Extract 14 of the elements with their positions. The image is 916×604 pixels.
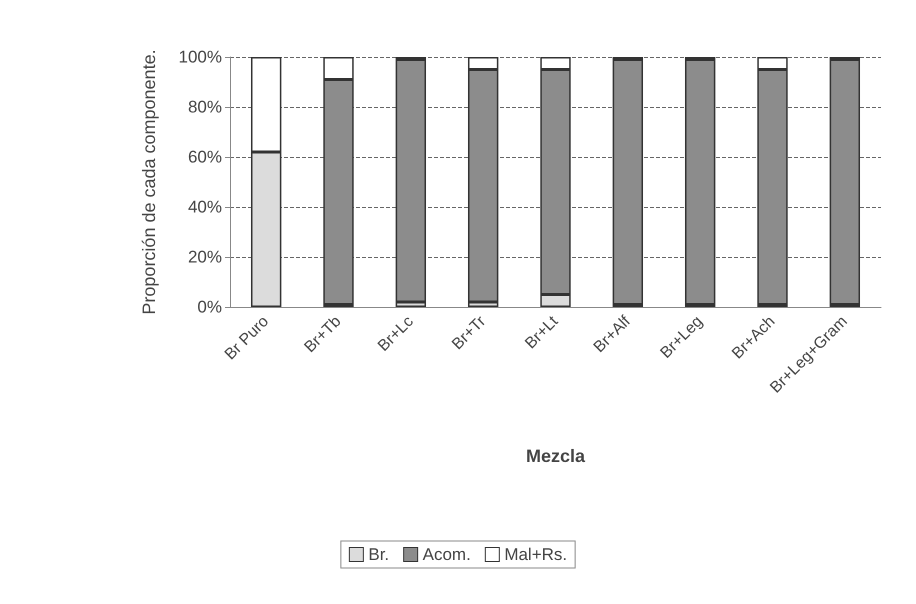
x-axis-title: Mezcla [526, 446, 586, 466]
bar [830, 60, 860, 304]
y-tick-label: 40% [188, 198, 222, 216]
y-axis-title: Proporción de cada componente. [139, 49, 159, 315]
legend-label: Acom. [422, 545, 471, 564]
bar [612, 60, 644, 304]
y-tick-label: 20% [188, 248, 222, 266]
y-tick-label: 100% [178, 48, 222, 66]
bar [684, 60, 716, 304]
y-tick-label: 60% [188, 148, 222, 166]
y-tick-label: 80% [188, 98, 222, 116]
legend-label: Mal+Rs. [504, 545, 568, 564]
legend-label: Br. [368, 545, 390, 564]
y-tick-label: 0% [197, 298, 222, 316]
